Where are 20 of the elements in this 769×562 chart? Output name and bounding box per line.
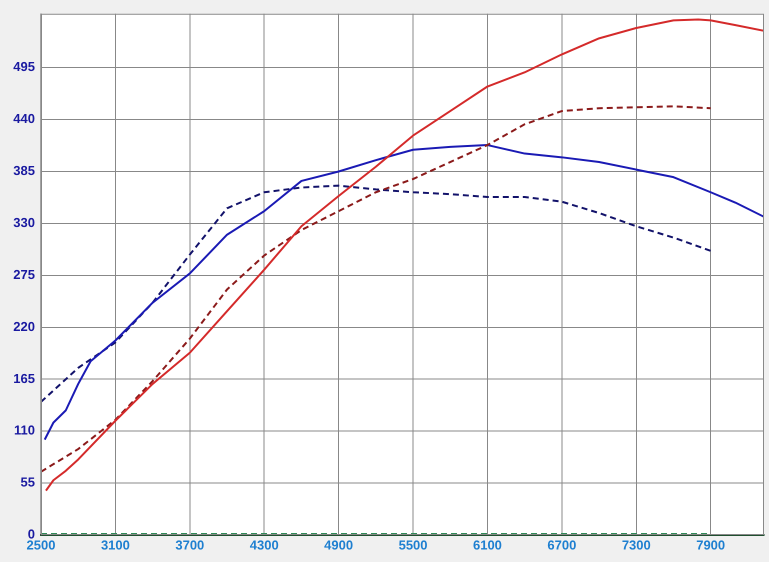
x-tick-label: 4300 — [250, 537, 279, 552]
x-tick-label: 7300 — [622, 537, 651, 552]
y-tick-label: 440 — [13, 111, 35, 126]
y-tick-label: 495 — [13, 59, 35, 74]
line-series — [41, 105, 712, 473]
y-tick-label: 330 — [13, 214, 35, 230]
y-tick-label: 220 — [13, 318, 35, 334]
x-tick-label: 6700 — [547, 537, 576, 552]
x-tick-label: 6100 — [472, 537, 502, 552]
y-tick-label: 275 — [13, 266, 35, 282]
y-tick-label: 165 — [13, 370, 35, 386]
x-tick-label: 7900 — [696, 537, 726, 552]
x-tick-label: 3700 — [175, 537, 204, 552]
x-tick-label: 5500 — [398, 537, 428, 552]
line-series — [41, 184, 712, 403]
x-tick-label: 3100 — [100, 537, 130, 552]
x-tick-label: 4900 — [324, 537, 354, 552]
y-tick-label: 385 — [13, 163, 35, 178]
y-tick-label: 110 — [14, 422, 35, 438]
y-tick-label: 55 — [20, 474, 35, 490]
